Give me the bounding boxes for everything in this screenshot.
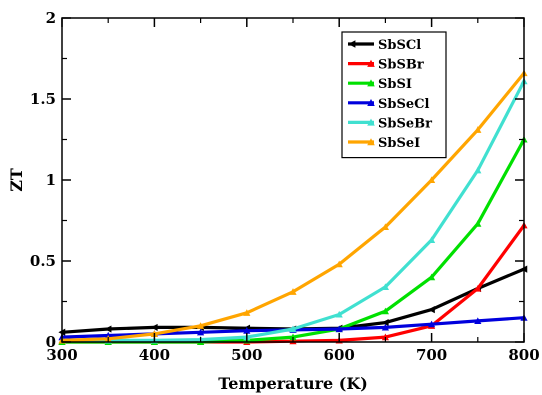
data-point-sbsbr bbox=[381, 333, 389, 341]
x-tick-label: 400 bbox=[139, 346, 170, 364]
legend: SbSCl SbSBr SbSI SbSeCl SbSeBr SbSeI bbox=[341, 31, 447, 159]
series-line-sbsebr bbox=[62, 80, 526, 342]
data-point-sbsebr bbox=[428, 236, 436, 243]
data-point-sbsecl bbox=[335, 325, 343, 333]
data-point-sbscl bbox=[150, 323, 158, 332]
data-point-sbsei bbox=[381, 223, 389, 231]
legend-marker-sbsbr bbox=[367, 59, 375, 67]
data-point-sbsei bbox=[289, 288, 297, 295]
data-point-sbsebr bbox=[289, 325, 297, 333]
data-point-sbsecl bbox=[428, 320, 436, 328]
data-point-sbsbr bbox=[474, 284, 482, 292]
series-line-sbsbr bbox=[62, 224, 526, 344]
y-tick-label: 1.5 bbox=[30, 90, 56, 108]
legend-marker-sbscl bbox=[348, 40, 356, 48]
data-point-sbsebr bbox=[335, 310, 343, 318]
data-point-sbsi bbox=[289, 333, 297, 341]
x-tick-label: 600 bbox=[324, 346, 355, 364]
data-point-sbsei bbox=[243, 309, 251, 316]
data-point-sbsecl bbox=[243, 327, 251, 334]
data-point-sbsebr bbox=[474, 166, 482, 174]
legend-marker-sbsecl bbox=[367, 99, 375, 107]
x-tick-label: 500 bbox=[231, 346, 262, 364]
legend-label-sbsei: SbSeI bbox=[378, 136, 420, 151]
x-axis-title: Temperature (K) bbox=[218, 374, 368, 393]
x-tick-label: 800 bbox=[508, 346, 539, 364]
data-point-sbscl bbox=[428, 306, 435, 314]
data-point-sbsi bbox=[381, 307, 389, 315]
y-tick-label: 0.5 bbox=[30, 252, 56, 270]
y-axis-title: ZT bbox=[7, 168, 26, 192]
x-tick-label: 700 bbox=[416, 346, 447, 364]
x-tick-label: 300 bbox=[46, 346, 77, 364]
series-line-sbsi bbox=[62, 138, 526, 344]
data-point-sbsi bbox=[474, 220, 482, 227]
y-tick-label: 2 bbox=[46, 9, 56, 27]
legend-marker-sbsei bbox=[367, 138, 375, 146]
data-point-sbsei bbox=[428, 176, 436, 184]
data-point-sbsi bbox=[428, 273, 436, 281]
legend-label-sbsbr: SbSBr bbox=[378, 58, 424, 73]
legend-marker-sbsebr bbox=[367, 118, 375, 126]
legend-box bbox=[341, 31, 447, 159]
ticks-layer: 300 400 500 600 700 800 0 0.5 1 1.5 2 bbox=[30, 9, 540, 364]
y-tick-label: 1 bbox=[46, 171, 56, 189]
data-point-sbsei bbox=[335, 260, 343, 268]
data-point-sbsei bbox=[474, 126, 482, 133]
series-layer bbox=[58, 69, 528, 346]
data-point-sbsecl bbox=[197, 328, 205, 336]
legend-label-sbsi: SbSI bbox=[378, 77, 412, 92]
data-point-sbsebr bbox=[381, 283, 389, 290]
legend-label-sbsebr: SbSeBr bbox=[378, 116, 432, 131]
y-tick-label: 0 bbox=[46, 333, 56, 351]
data-point-sbsecl bbox=[381, 323, 389, 331]
data-point-sbscl bbox=[381, 318, 389, 327]
legend-label-sbscl: SbSCl bbox=[378, 38, 421, 53]
legend-marker-sbsi bbox=[367, 79, 375, 87]
legend-label-sbsecl: SbSeCl bbox=[378, 97, 429, 112]
data-point-sbsei bbox=[197, 322, 205, 329]
data-point-sbsecl bbox=[474, 317, 482, 324]
data-point-sbscl bbox=[104, 325, 112, 333]
